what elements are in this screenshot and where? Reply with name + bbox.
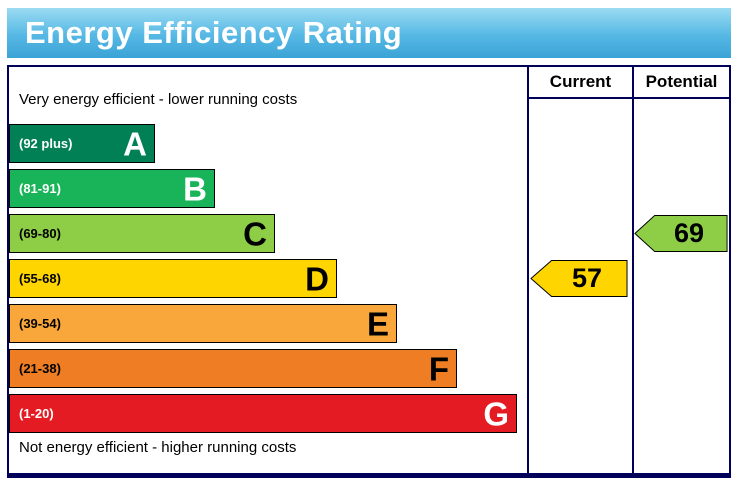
potential-rating-value: 69: [673, 218, 705, 248]
band-range-label: (55-68): [19, 271, 61, 286]
page-title: Energy Efficiency Rating: [7, 8, 731, 58]
band-range-label: (69-80): [19, 226, 61, 241]
band-f: (21-38) F: [9, 349, 457, 388]
band-range-label: (39-54): [19, 316, 61, 331]
efficiency-note-bottom: Not energy efficient - higher running co…: [19, 439, 297, 456]
band-range-label: (81-91): [19, 181, 61, 196]
current-arrow-shape: [530, 259, 628, 298]
current-rating-arrow: 57: [530, 259, 628, 298]
band-letter: D: [305, 260, 329, 297]
efficiency-note-top: Very energy efficient - lower running co…: [19, 91, 298, 108]
current-column: Current: [527, 67, 632, 473]
band-g: (1-20) G: [9, 394, 517, 433]
band-a: (92 plus) A: [9, 124, 155, 163]
band-range-label: (92 plus): [19, 136, 73, 151]
band-d: (55-68) D: [9, 259, 337, 298]
potential-column: Potential: [632, 67, 729, 473]
band-range-label: (1-20): [19, 406, 54, 421]
band-b: (81-91) B: [9, 169, 215, 208]
potential-arrow-shape: [634, 214, 728, 253]
band-letter: E: [366, 305, 389, 342]
current-rating-value: 57: [571, 263, 603, 293]
band-letter: F: [428, 350, 449, 387]
band-letter: A: [123, 125, 147, 162]
potential-rating-arrow: 69: [634, 214, 728, 253]
band-range-label: (21-38): [19, 361, 61, 376]
potential-column-header: Potential: [634, 67, 729, 99]
current-column-header: Current: [529, 67, 632, 99]
band-c: (69-80) C: [9, 214, 275, 253]
rating-chart: Very energy efficient - lower running co…: [7, 65, 731, 478]
band-letter: B: [183, 170, 207, 207]
band-e: (39-54) E: [9, 304, 397, 343]
band-letter: G: [483, 395, 509, 432]
band-letter: C: [243, 215, 267, 252]
